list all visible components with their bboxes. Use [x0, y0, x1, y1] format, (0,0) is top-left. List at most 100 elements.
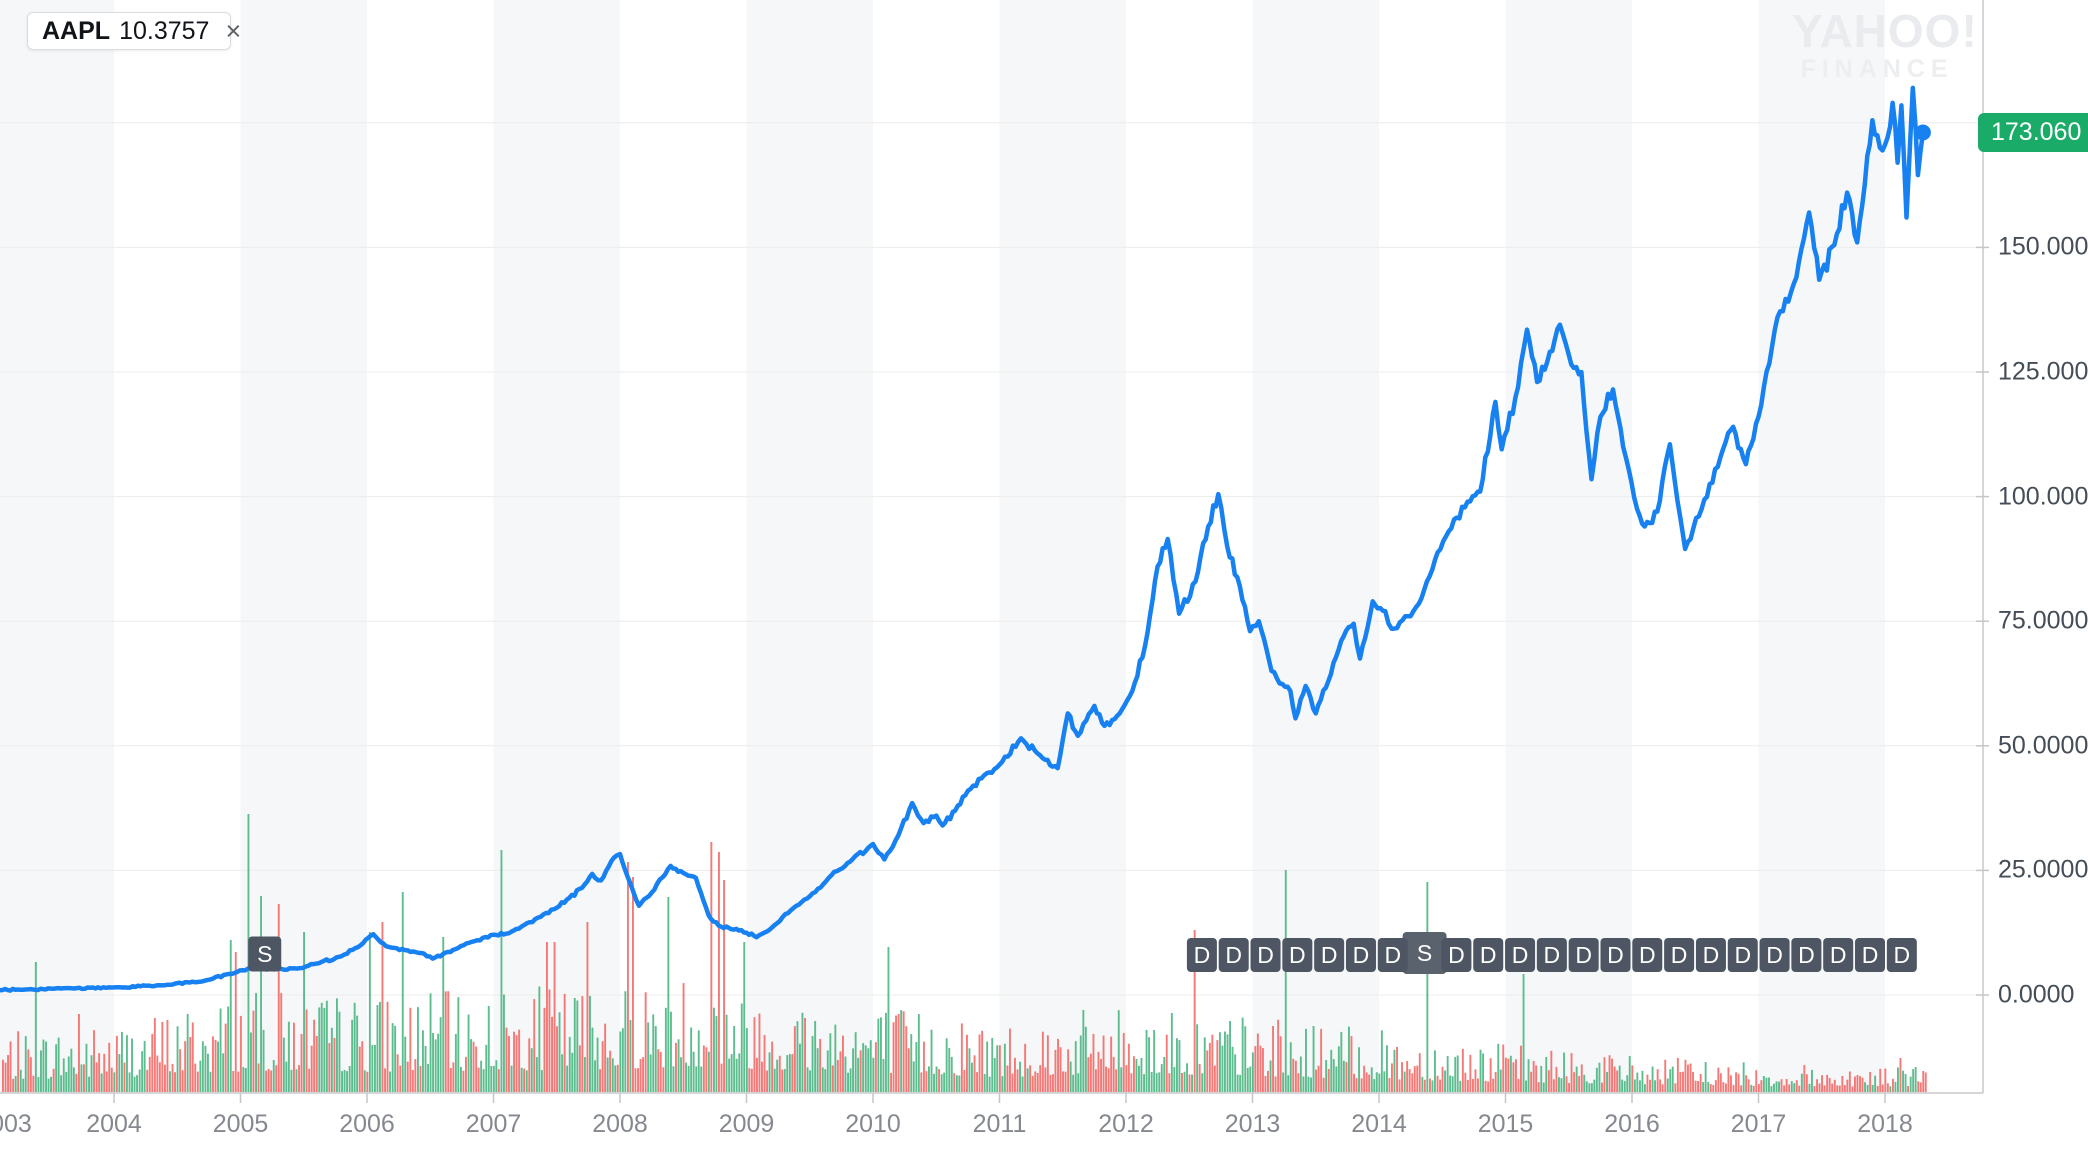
volume-bar — [1259, 1045, 1262, 1092]
volume-bar — [923, 1041, 925, 1092]
volume-bar — [280, 993, 283, 1092]
volume-bar — [222, 1053, 225, 1092]
volume-bar — [1133, 1056, 1135, 1092]
dividend-marker[interactable] — [1886, 938, 1917, 972]
dividend-marker[interactable] — [1218, 938, 1249, 972]
volume-bar — [356, 1015, 359, 1092]
volume-bar — [348, 1066, 351, 1092]
volume-bar — [546, 942, 548, 1092]
dividend-marker[interactable] — [1282, 938, 1313, 972]
volume-bar — [472, 1041, 475, 1092]
volume-bar — [1229, 1021, 1231, 1092]
dividend-marker[interactable] — [1345, 938, 1376, 972]
dividend-marker[interactable] — [1791, 938, 1822, 972]
year-band — [999, 0, 1126, 1093]
volume-bar — [67, 1056, 70, 1092]
volume-bar — [1418, 1053, 1421, 1092]
dividend-marker[interactable] — [1473, 938, 1504, 972]
dividend-marker[interactable] — [1250, 938, 1281, 972]
volume-bar — [439, 1017, 442, 1092]
volume-bar — [1563, 1052, 1565, 1092]
volume-bar — [1408, 1069, 1411, 1092]
volume-bar — [1135, 1059, 1138, 1092]
volume-bar — [1006, 1065, 1009, 1092]
volume-bar — [887, 947, 890, 1092]
volume-bar — [1727, 1067, 1730, 1092]
volume-bar — [513, 1031, 515, 1092]
dividend-marker[interactable] — [1441, 938, 1472, 972]
volume-bar — [303, 932, 305, 1092]
dividend-marker[interactable] — [1314, 938, 1345, 972]
volume-bar — [917, 1014, 920, 1092]
volume-bar — [836, 1059, 839, 1092]
volume-bar — [910, 1034, 913, 1092]
dividend-marker[interactable] — [1664, 938, 1695, 972]
legend-text: AAPL 10.3757 — [42, 17, 209, 46]
volume-bar — [1482, 1053, 1484, 1092]
volume-bar — [161, 1022, 164, 1092]
volume-bar — [1226, 1034, 1229, 1092]
volume-bar — [1613, 1066, 1616, 1092]
dividend-marker[interactable] — [1600, 938, 1631, 972]
dividend-marker[interactable] — [1536, 938, 1567, 972]
dividend-marker[interactable] — [1568, 938, 1599, 972]
dividend-marker[interactable] — [1855, 938, 1886, 972]
dividend-marker[interactable] — [1727, 938, 1758, 972]
volume-bar — [1039, 1065, 1042, 1092]
volume-bar — [1805, 1074, 1808, 1092]
volume-bar — [1011, 1073, 1014, 1092]
dividend-marker[interactable] — [1377, 938, 1408, 972]
volume-bar — [1621, 1079, 1624, 1092]
volume-bar — [308, 1068, 311, 1092]
volume-bar — [882, 1059, 885, 1092]
dividend-marker-label: D — [1257, 942, 1274, 968]
volume-bar — [434, 1039, 437, 1092]
split-marker-2005[interactable] — [248, 936, 282, 972]
volume-bar — [1669, 1069, 1672, 1092]
volume-bar — [601, 1041, 604, 1092]
legend-chip-aapl[interactable]: AAPL 10.3757 × — [27, 12, 241, 50]
volume-bar — [1735, 1072, 1737, 1092]
dividend-marker[interactable] — [1505, 938, 1536, 972]
volume-bar — [358, 1046, 361, 1092]
dividend-marker-label: D — [1575, 942, 1592, 968]
volume-bar — [396, 1054, 399, 1092]
volume-bar — [1869, 1072, 1872, 1092]
volume-bar — [1689, 1063, 1692, 1092]
volume-bar — [406, 1061, 409, 1092]
volume-bar — [1555, 1066, 1558, 1092]
volume-bar — [1436, 1075, 1439, 1092]
volume-bar — [1512, 1062, 1515, 1092]
volume-bar — [1492, 1078, 1495, 1092]
dividend-marker[interactable] — [1759, 938, 1790, 972]
close-icon[interactable]: × — [225, 15, 242, 46]
volume-bar — [844, 1056, 847, 1092]
dividend-marker[interactable] — [1632, 938, 1663, 972]
volume-bar — [470, 1039, 472, 1092]
volume-bar — [993, 1058, 996, 1092]
dividend-marker-label: D — [1225, 942, 1242, 968]
split-marker-2014[interactable] — [1402, 932, 1447, 974]
volume-bar — [1029, 1065, 1032, 1092]
volume-bar — [654, 1026, 657, 1092]
volume-bar — [647, 1022, 650, 1092]
volume-bar — [57, 1037, 60, 1092]
volume-bar — [1818, 1083, 1821, 1092]
volume-bar — [1469, 1054, 1472, 1092]
volume-bar — [272, 1060, 275, 1092]
price-line — [0, 85, 1926, 993]
dividend-marker[interactable] — [1823, 938, 1854, 972]
x-axis-label: 2004 — [86, 1110, 142, 1138]
dividend-marker[interactable] — [1186, 938, 1217, 972]
dividend-marker-label: D — [1512, 942, 1529, 968]
volume-bar — [341, 1071, 343, 1092]
volume-bar — [902, 1011, 905, 1092]
volume-bar — [424, 1046, 427, 1092]
dividend-marker[interactable] — [1695, 938, 1726, 972]
volume-bar — [482, 1069, 485, 1092]
volume-bar — [730, 1054, 733, 1092]
volume-bar — [265, 1070, 268, 1092]
dividend-marker-label: D — [1194, 942, 1211, 968]
volume-bar — [1773, 1083, 1775, 1092]
